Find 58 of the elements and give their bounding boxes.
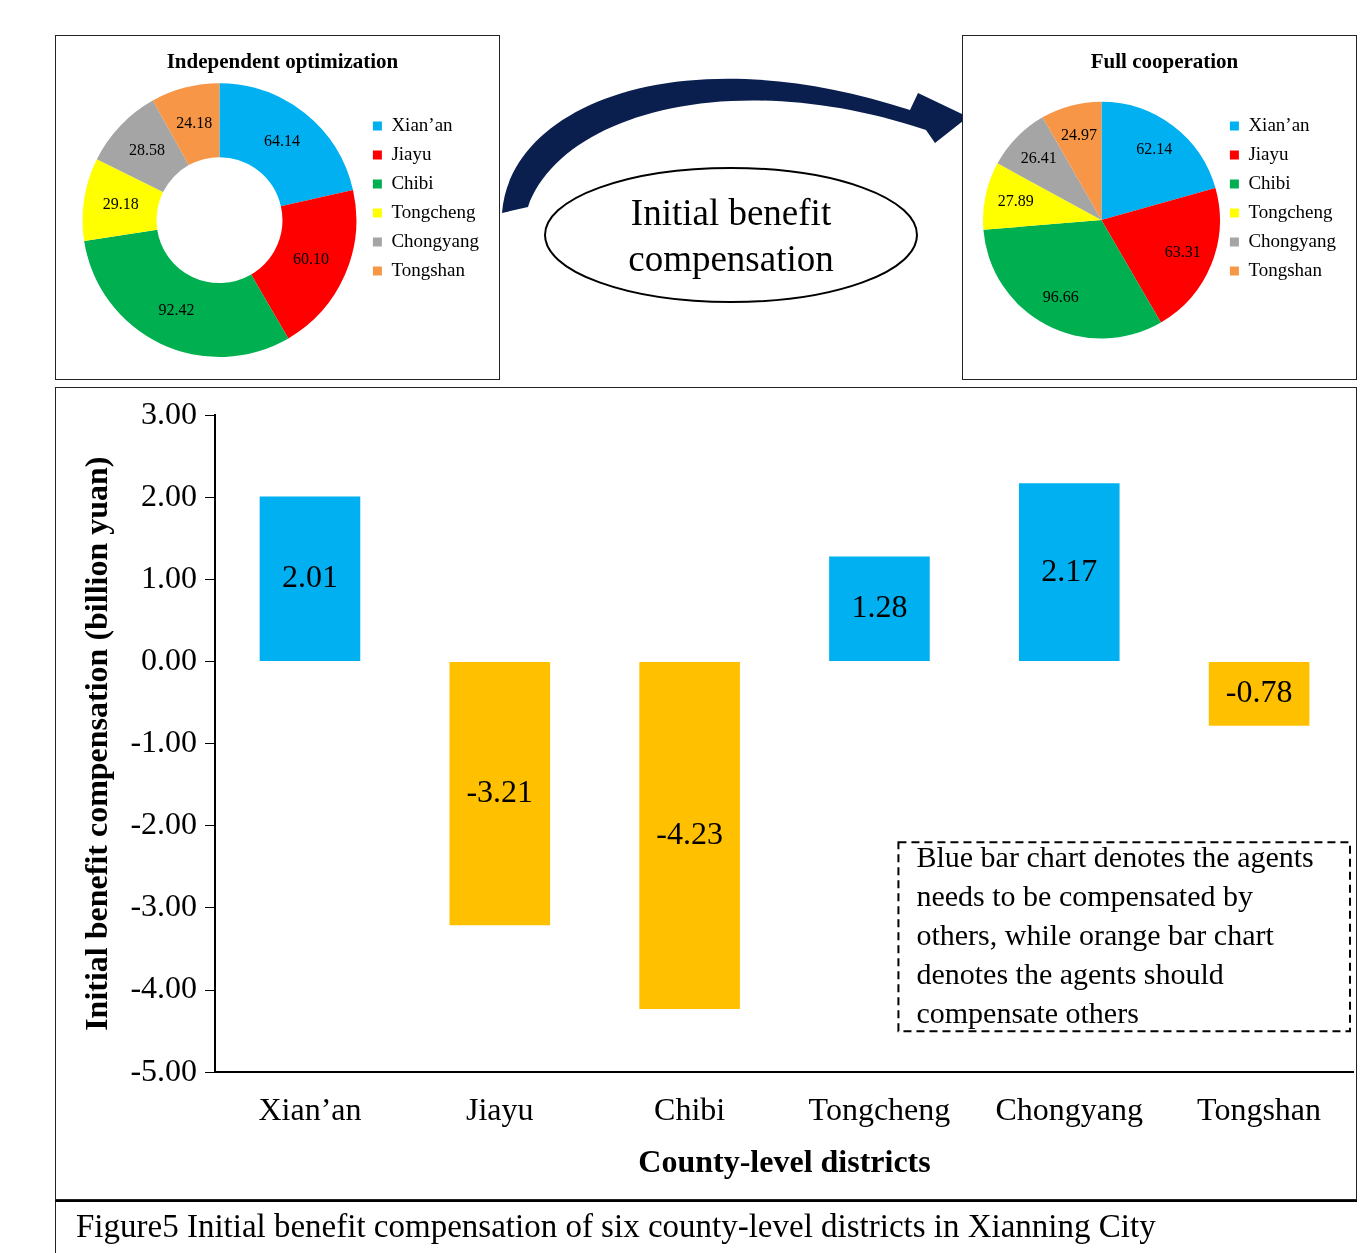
legend-label: Chibi xyxy=(1248,171,1291,193)
legend-label: Xian’an xyxy=(1248,113,1311,135)
chart-title: Independent optimization xyxy=(166,49,399,74)
y-tick-label: -3.00 xyxy=(130,887,198,924)
y-tick-label: 2.00 xyxy=(141,476,198,513)
y-tick-label: -5.00 xyxy=(130,1051,198,1088)
legend-label: Tongcheng xyxy=(391,200,477,222)
data-label: 64.14 xyxy=(263,132,300,150)
data-label: 24.97 xyxy=(1060,125,1097,143)
data-label: -3.21 xyxy=(466,773,534,810)
legend-label: Chibi xyxy=(391,171,434,193)
legend-label: Tongcheng xyxy=(1248,200,1334,222)
legend-label: Chongyang xyxy=(391,229,480,251)
data-label: 26.41 xyxy=(1020,148,1057,166)
y-tick-label: 1.00 xyxy=(141,558,198,595)
y-axis-title: Initial benefit compensation (billion yuan) xyxy=(78,456,115,1031)
data-label: 92.42 xyxy=(158,300,195,318)
y-tick-label: 3.00 xyxy=(141,394,198,431)
data-label: 2.17 xyxy=(1041,551,1098,588)
text: Initial benefit compensation xyxy=(627,191,835,281)
x-tick-label: Tongshan xyxy=(1197,1090,1322,1127)
data-label: 1.28 xyxy=(851,588,908,625)
x-tick-label: Chibi xyxy=(654,1090,726,1127)
data-label: 27.89 xyxy=(997,192,1034,210)
y-tick-label: -4.00 xyxy=(130,969,198,1006)
data-label: 24.18 xyxy=(176,113,213,131)
annotation: Blue bar chart denotes the agents needs to be compensated by others, while orange bar chart denotes the agents should compensate others xyxy=(916,839,1314,1029)
bar xyxy=(639,662,740,1009)
data-label: -0.78 xyxy=(1225,673,1293,710)
legend-label: Chongyang xyxy=(1248,229,1337,251)
y-tick-label: 0.00 xyxy=(141,640,198,677)
bar xyxy=(449,662,551,926)
data-label: 2.01 xyxy=(281,558,338,595)
x-tick-label: Chongyang xyxy=(995,1090,1144,1127)
legend-label: Tongshan xyxy=(1248,258,1323,280)
data-label: 96.66 xyxy=(1042,287,1079,305)
legend-label: Xian’an xyxy=(391,113,454,135)
data-label: 63.31 xyxy=(1164,243,1201,261)
data-label: 60.10 xyxy=(293,250,330,268)
bar xyxy=(259,496,361,662)
data-label: -4.23 xyxy=(656,814,723,851)
y-tick-label: -2.00 xyxy=(130,805,198,842)
bar xyxy=(1018,483,1120,662)
x-tick-label: Tongcheng xyxy=(808,1090,951,1127)
data-label: 28.58 xyxy=(129,141,166,159)
bar xyxy=(829,556,930,662)
bar xyxy=(1208,662,1310,726)
x-tick-label: Jiayu xyxy=(466,1090,534,1127)
legend-label: Tongshan xyxy=(391,258,466,280)
legend-label: Jiayu xyxy=(391,142,432,164)
y-tick-label: -1.00 xyxy=(130,723,198,760)
caption: Figure5 Initial benefit compensation of six county-level districts in Xianning City xyxy=(55,1200,1357,1253)
x-axis-title: County-level districts xyxy=(638,1143,931,1180)
data-label: 29.18 xyxy=(102,195,139,213)
legend-label: Jiayu xyxy=(1248,142,1289,164)
chart-title: Full cooperation xyxy=(1090,49,1239,74)
x-tick-label: Xian’an xyxy=(258,1090,362,1127)
data-label: 62.14 xyxy=(1136,140,1173,158)
